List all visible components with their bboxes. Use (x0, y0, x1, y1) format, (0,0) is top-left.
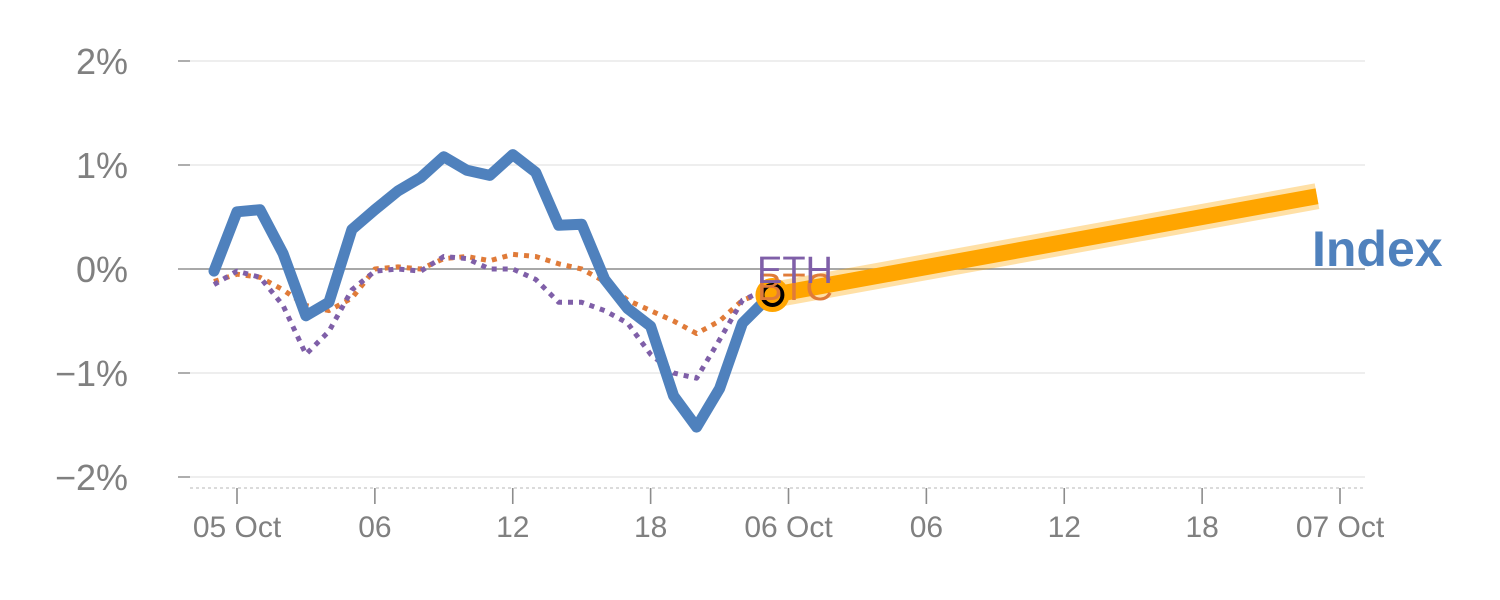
series-line-eth (212, 254, 774, 381)
x-tick-label: 06 Oct (744, 511, 833, 544)
series-label-eth: ETH (757, 250, 833, 292)
x-tick-label: 05 Oct (193, 511, 282, 544)
current-point-marker (760, 283, 785, 307)
y-tick-label: −2% (55, 457, 128, 498)
x-tick-label: 06 (910, 511, 943, 544)
series-line-index (208, 149, 778, 433)
x-tick-label: 18 (1185, 511, 1218, 544)
y-tick-label: 0% (76, 249, 128, 290)
series-label-index: Index (1312, 221, 1443, 277)
y-tick-label: −1% (55, 353, 128, 394)
y-tick-label: 2% (76, 41, 128, 82)
series-line-btc (213, 251, 774, 336)
series-layer (208, 149, 1320, 433)
projection-band (770, 188, 1319, 303)
y-tick-label: 1% (76, 145, 128, 186)
x-tick-label: 12 (496, 511, 529, 544)
x-tick-label: 18 (634, 511, 667, 544)
axis-layer: 2% 1% 0% −1% −2% 05 Oct 06 12 18 06 Oct 06 12 18 07 O… (55, 41, 1385, 544)
x-tick-label: 06 (358, 511, 391, 544)
series-label-btc: BTC (757, 267, 833, 309)
x-tick-label: 07 Oct (1296, 511, 1385, 544)
x-tick-label: 12 (1048, 511, 1081, 544)
